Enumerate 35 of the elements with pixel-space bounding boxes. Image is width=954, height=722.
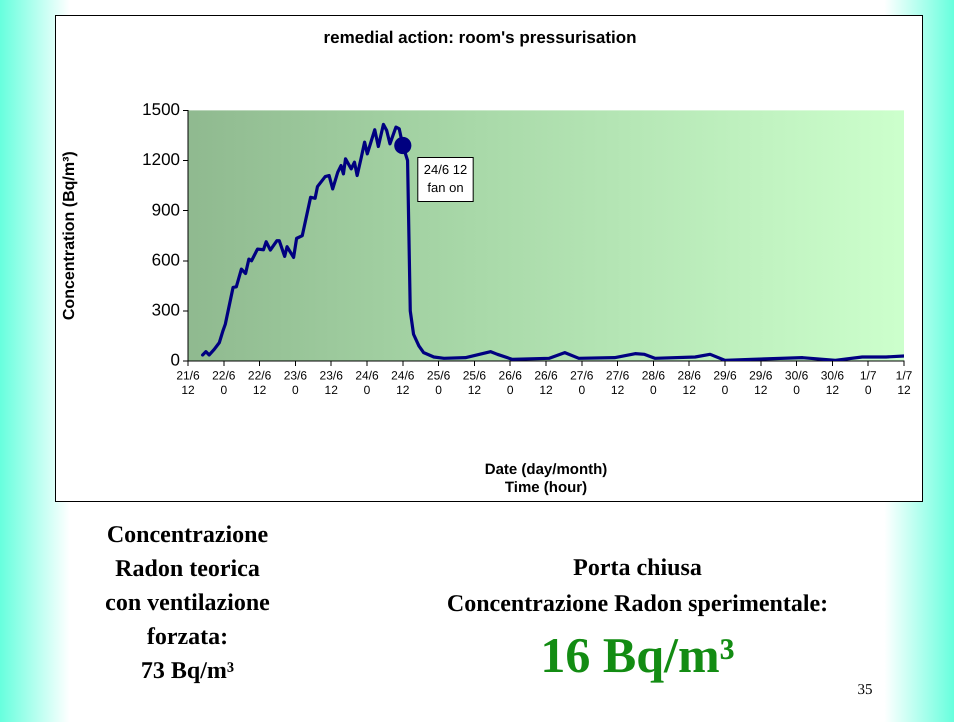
y-axis-title: Concentration (Bq/m³) xyxy=(61,151,78,320)
x-tick-label: 22/6 0 xyxy=(212,368,236,397)
x-tick-label: 26/6 12 xyxy=(534,368,558,397)
x-tick-label: 29/6 0 xyxy=(713,368,737,397)
text: Porta chiusa Concentrazione Radon sperimentale: xyxy=(446,554,830,619)
x-tick-label: 24/6 12 xyxy=(391,368,415,397)
annotation: 24/6 12 fan on xyxy=(424,162,468,196)
y-tick-label: 600 xyxy=(152,250,180,270)
x-axis-title: Date (day/month) Time (hour) xyxy=(484,461,608,496)
x-tick-label: 23/6 12 xyxy=(320,368,344,397)
text: 16 Bq/m³ xyxy=(539,626,736,685)
chart-title: remedial action: room's pressurisation xyxy=(324,28,636,47)
x-tick-label: 1/7 12 xyxy=(896,368,913,397)
y-tick-label: 300 xyxy=(152,300,180,320)
x-tick-label: 25/6 0 xyxy=(426,368,451,397)
x-tick-label: 25/6 12 xyxy=(462,368,486,397)
x-tick-label: 26/6 0 xyxy=(498,368,522,397)
x-tick-label: 22/6 12 xyxy=(248,368,272,397)
x-tick-label: 30/6 0 xyxy=(784,368,809,397)
y-tick-label: 1200 xyxy=(142,150,180,170)
y-tick-label: 0 xyxy=(170,350,180,370)
x-tick-label: 27/6 12 xyxy=(606,368,630,397)
x-tick-label: 28/6 0 xyxy=(642,368,666,397)
x-tick-label: 30/6 12 xyxy=(820,368,844,397)
x-tick-label: 29/6 12 xyxy=(749,368,773,397)
x-tick-label: 27/6 0 xyxy=(570,368,594,397)
x-tick-label: 23/6 0 xyxy=(284,368,308,397)
x-tick-label: 24/6 0 xyxy=(355,368,379,397)
text: Concentrazione Radon teorica con ventilazione forzata: 73 Bq/m³ xyxy=(104,521,271,686)
x-tick-label: 21/6 12 xyxy=(176,368,200,397)
x-tick-label: 1/7 0 xyxy=(860,368,877,397)
text: 35 xyxy=(856,681,874,700)
x-tick-label: 28/6 12 xyxy=(678,368,702,397)
y-tick-label: 1500 xyxy=(142,100,180,120)
y-tick-label: 900 xyxy=(152,200,180,220)
